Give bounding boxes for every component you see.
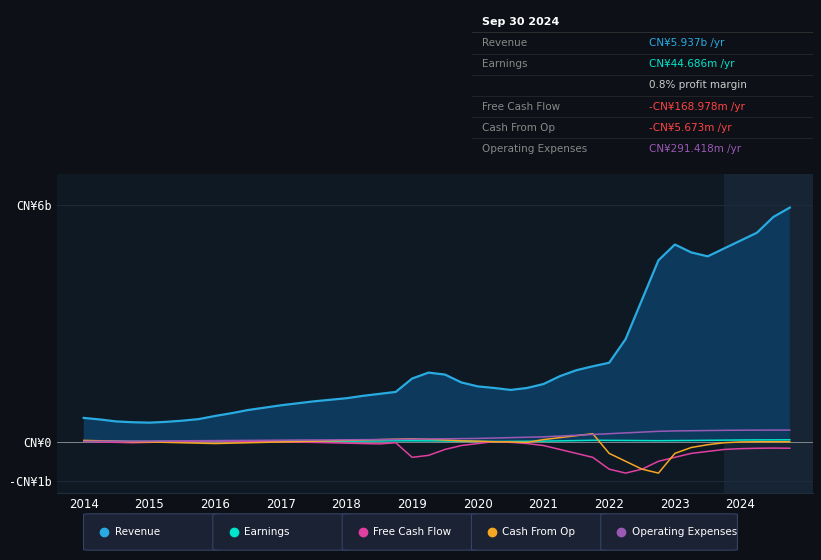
Text: 0.8% profit margin: 0.8% profit margin [649,81,747,90]
Text: CN¥44.686m /yr: CN¥44.686m /yr [649,59,735,69]
FancyBboxPatch shape [471,514,608,550]
Text: -CN¥5.673m /yr: -CN¥5.673m /yr [649,123,732,133]
Text: Earnings: Earnings [244,527,289,537]
Text: Operating Expenses: Operating Expenses [632,527,737,537]
Text: Revenue: Revenue [115,527,160,537]
Text: Earnings: Earnings [482,59,528,69]
Text: Cash From Op: Cash From Op [482,123,555,133]
Text: Operating Expenses: Operating Expenses [482,144,588,154]
Text: Sep 30 2024: Sep 30 2024 [482,17,560,27]
Text: Free Cash Flow: Free Cash Flow [374,527,452,537]
Text: Cash From Op: Cash From Op [502,527,576,537]
Text: CN¥291.418m /yr: CN¥291.418m /yr [649,144,741,154]
FancyBboxPatch shape [213,514,350,550]
FancyBboxPatch shape [84,514,220,550]
FancyBboxPatch shape [601,514,737,550]
Text: -CN¥168.978m /yr: -CN¥168.978m /yr [649,101,745,111]
Bar [724,174,813,493]
FancyBboxPatch shape [342,514,479,550]
Text: CN¥5.937b /yr: CN¥5.937b /yr [649,38,725,48]
Text: Revenue: Revenue [482,38,527,48]
Text: Free Cash Flow: Free Cash Flow [482,101,561,111]
